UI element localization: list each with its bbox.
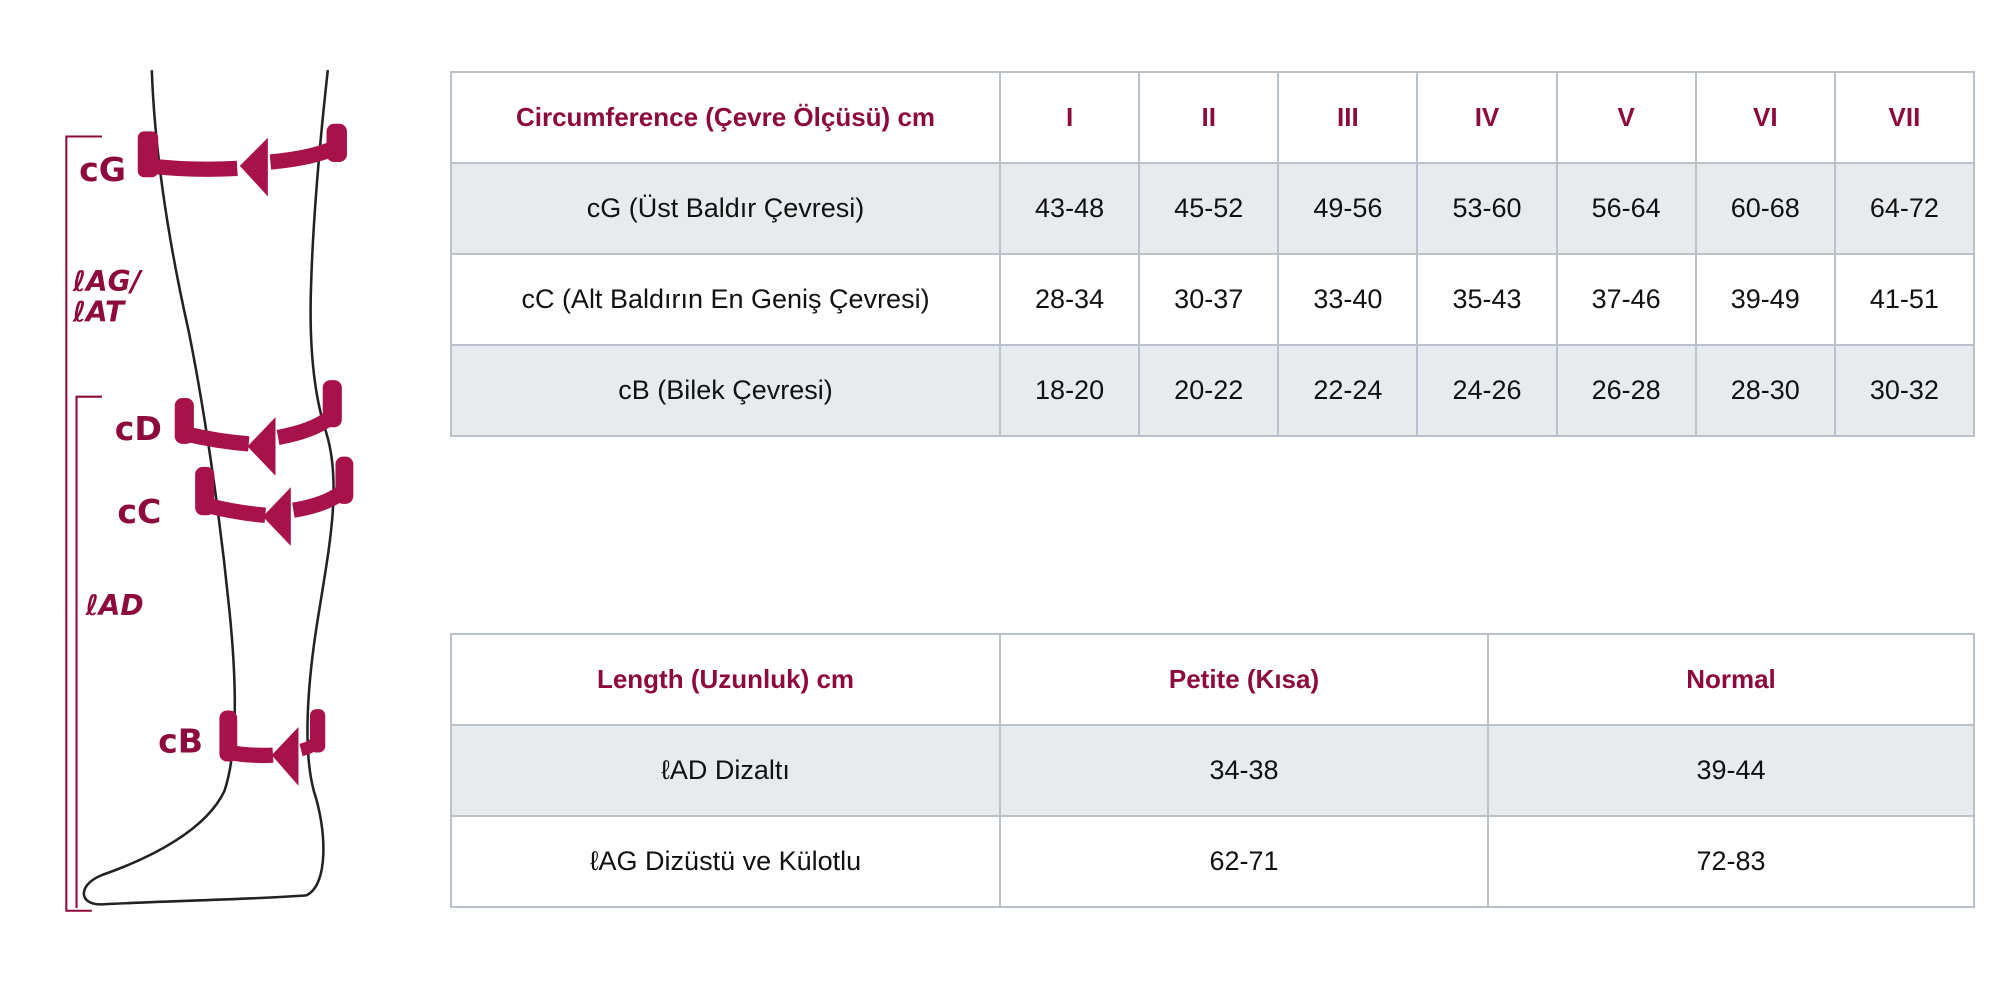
label-cg: cG [79,150,126,189]
measurement-brackets [65,135,103,912]
table-cell: 39-49 [1694,253,1836,346]
header-size-vii: VII [1833,71,1976,164]
row-label: cG (Üst Baldır Çevresi) [450,162,1001,255]
measurement-arrows [137,123,354,786]
header-circumference: Circumference (Çevre Ölçüsü) cm [450,71,1001,164]
label-cb: cB [158,722,203,761]
header-size-v: V [1555,71,1697,164]
header-size-iv: IV [1416,71,1558,164]
table-cell: 30-32 [1833,344,1976,437]
row-label: ℓAG Dizüstü ve Külotlu [450,815,1001,908]
label-lag: ℓAG/ [72,265,144,298]
table-cell: 56-64 [1555,162,1697,255]
row-label: ℓAD Dizaltı [450,724,1001,817]
length-size-table: Length (Uzunluk) cm Petite (Kısa) Normal… [450,633,1975,908]
label-cc: cC [117,492,161,531]
table-cell: 64-72 [1833,162,1976,255]
header-size-iii: III [1277,71,1419,164]
table-row: cG (Üst Baldır Çevresi) 43-48 45-52 49-5… [450,162,1976,255]
table-header-row: Circumference (Çevre Ölçüsü) cm I II III… [450,71,1976,164]
table-cell: 28-30 [1694,344,1836,437]
table-cell: 49-56 [1277,162,1419,255]
header-normal: Normal [1487,633,1975,726]
label-lat: ℓAT [72,295,126,328]
header-size-vi: VI [1694,71,1836,164]
row-label: cB (Bilek Çevresi) [450,344,1001,437]
table-cell: 43-48 [998,162,1141,255]
row-label: cC (Alt Baldırın En Geniş Çevresi) [450,253,1001,346]
header-length: Length (Uzunluk) cm [450,633,1001,726]
table-cell: 18-20 [998,344,1141,437]
header-size-ii: II [1138,71,1280,164]
table-cell: 33-40 [1277,253,1419,346]
table-cell: 45-52 [1138,162,1280,255]
table-cell: 24-26 [1416,344,1558,437]
table-row: cB (Bilek Çevresi) 18-20 20-22 22-24 24-… [450,344,1976,437]
table-cell: 62-71 [999,815,1489,908]
table-cell: 20-22 [1138,344,1280,437]
table-cell: 30-37 [1138,253,1280,346]
table-header-row: Length (Uzunluk) cm Petite (Kısa) Normal [450,633,1975,726]
label-cd: cD [115,409,162,448]
table-cell: 53-60 [1416,162,1558,255]
label-lad: ℓAD [84,589,143,622]
table-cell: 41-51 [1833,253,1976,346]
table-cell: 39-44 [1487,724,1975,817]
table-cell: 26-28 [1555,344,1697,437]
table-row: ℓAG Dizüstü ve Külotlu 62-71 72-83 [450,815,1975,908]
table-cell: 34-38 [999,724,1489,817]
header-petite: Petite (Kısa) [999,633,1489,726]
table-cell: 22-24 [1277,344,1419,437]
circumference-size-table: Circumference (Çevre Ölçüsü) cm I II III… [450,71,1976,437]
table-row: ℓAD Dizaltı 34-38 39-44 [450,724,1975,817]
table-cell: 35-43 [1416,253,1558,346]
table-cell: 72-83 [1487,815,1975,908]
table-cell: 60-68 [1694,162,1836,255]
table-cell: 28-34 [998,253,1141,346]
header-size-i: I [998,71,1141,164]
table-row: cC (Alt Baldırın En Geniş Çevresi) 28-34… [450,253,1976,346]
table-cell: 37-46 [1555,253,1697,346]
